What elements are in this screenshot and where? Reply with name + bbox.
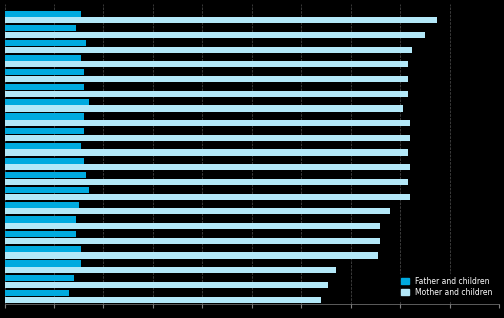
Bar	[5, 10, 81, 17]
Bar	[5, 252, 378, 259]
Bar	[5, 128, 84, 134]
Bar	[5, 76, 408, 82]
Bar	[5, 143, 81, 149]
Bar	[5, 135, 410, 141]
Bar	[5, 69, 84, 75]
Bar	[5, 260, 81, 266]
Bar	[5, 164, 410, 170]
Bar	[5, 84, 84, 90]
Bar	[5, 231, 76, 237]
Bar	[5, 149, 408, 156]
Bar	[5, 208, 390, 214]
Bar	[5, 275, 74, 281]
Legend: Father and children, Mother and children: Father and children, Mother and children	[398, 273, 495, 300]
Bar	[5, 282, 329, 288]
Bar	[5, 267, 336, 273]
Bar	[5, 61, 408, 67]
Bar	[5, 46, 412, 53]
Bar	[5, 105, 403, 112]
Bar	[5, 216, 76, 223]
Bar	[5, 114, 84, 120]
Bar	[5, 194, 410, 200]
Bar	[5, 120, 410, 126]
Bar	[5, 290, 69, 296]
Bar	[5, 223, 381, 229]
Bar	[5, 296, 321, 303]
Bar	[5, 17, 437, 23]
Bar	[5, 25, 76, 31]
Bar	[5, 179, 408, 185]
Bar	[5, 99, 89, 105]
Bar	[5, 172, 86, 178]
Bar	[5, 187, 89, 193]
Bar	[5, 238, 381, 244]
Bar	[5, 40, 86, 46]
Bar	[5, 32, 425, 38]
Bar	[5, 202, 79, 208]
Bar	[5, 55, 81, 61]
Bar	[5, 246, 81, 252]
Bar	[5, 91, 408, 97]
Bar	[5, 157, 84, 164]
